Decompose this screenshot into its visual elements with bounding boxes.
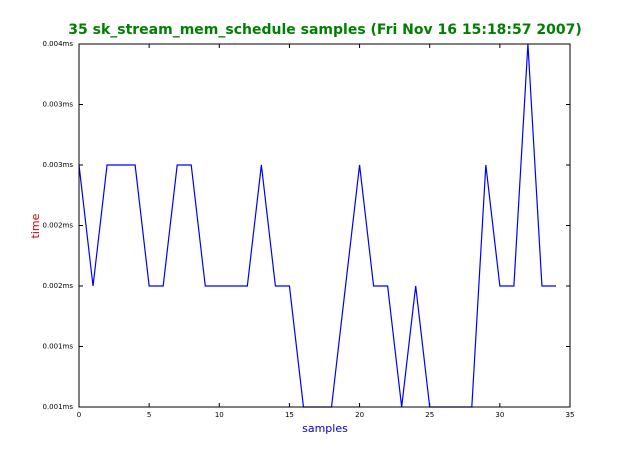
y-tick-label: 0.003ms xyxy=(42,101,73,109)
plot-frame xyxy=(78,43,571,408)
y-axis-label: time xyxy=(29,213,42,238)
y-tick-label: 0.004ms xyxy=(42,40,73,48)
x-tick-label: 0 xyxy=(77,411,81,419)
x-tick-label: 5 xyxy=(147,411,151,419)
x-tick-label: 15 xyxy=(285,411,294,419)
y-tick-label: 0.001ms xyxy=(42,403,73,411)
y-tick-label: 0.001ms xyxy=(42,343,73,351)
x-tick-label: 25 xyxy=(425,411,434,419)
x-tick-label: 20 xyxy=(355,411,364,419)
y-tick-label: 0.002ms xyxy=(42,222,73,230)
x-tick-label: 35 xyxy=(566,411,575,419)
x-tick-label: 10 xyxy=(215,411,224,419)
chart-title: 35 sk_stream_mem_schedule samples (Fri N… xyxy=(68,22,582,38)
y-tick-label: 0.003ms xyxy=(42,161,73,169)
y-tick-label: 0.002ms xyxy=(42,282,73,290)
x-axis-label: samples xyxy=(302,422,348,435)
x-tick-label: 30 xyxy=(495,411,504,419)
